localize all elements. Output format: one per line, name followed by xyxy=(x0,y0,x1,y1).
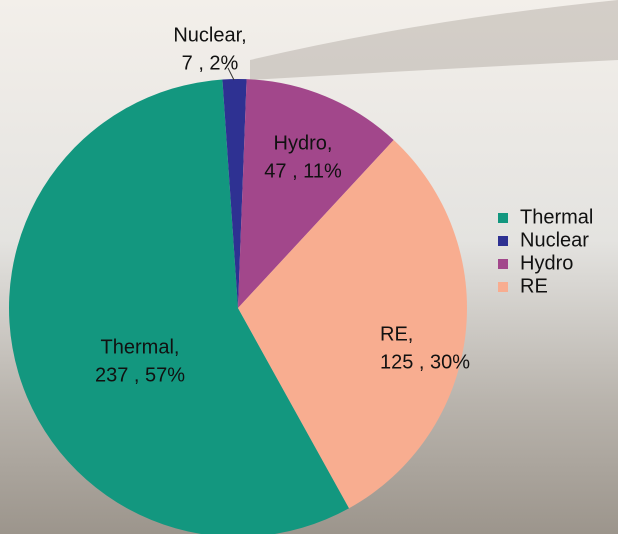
legend-swatch xyxy=(498,213,508,223)
legend-swatch xyxy=(498,259,508,269)
chart: Thermal, 237 , 57% Nuclear, 7 , 2% Hydro, 47 … xyxy=(0,0,618,534)
data-label: Hydro, xyxy=(274,132,333,154)
legend-label: Thermal xyxy=(520,206,593,228)
data-label: Thermal, xyxy=(101,336,180,358)
legend-swatch xyxy=(498,282,508,292)
data-label: 47 , 11% xyxy=(264,160,342,182)
legend-label: Nuclear xyxy=(520,229,589,251)
legend-label: RE xyxy=(520,275,548,297)
data-label: 237 , 57% xyxy=(95,364,185,386)
data-label: 7 , 2% xyxy=(182,52,239,74)
data-label: 125 , 30% xyxy=(380,351,470,373)
data-label: Nuclear, xyxy=(173,24,246,46)
legend-label: Hydro xyxy=(520,252,573,274)
legend-swatch xyxy=(498,236,508,246)
data-label: RE, xyxy=(380,323,413,345)
